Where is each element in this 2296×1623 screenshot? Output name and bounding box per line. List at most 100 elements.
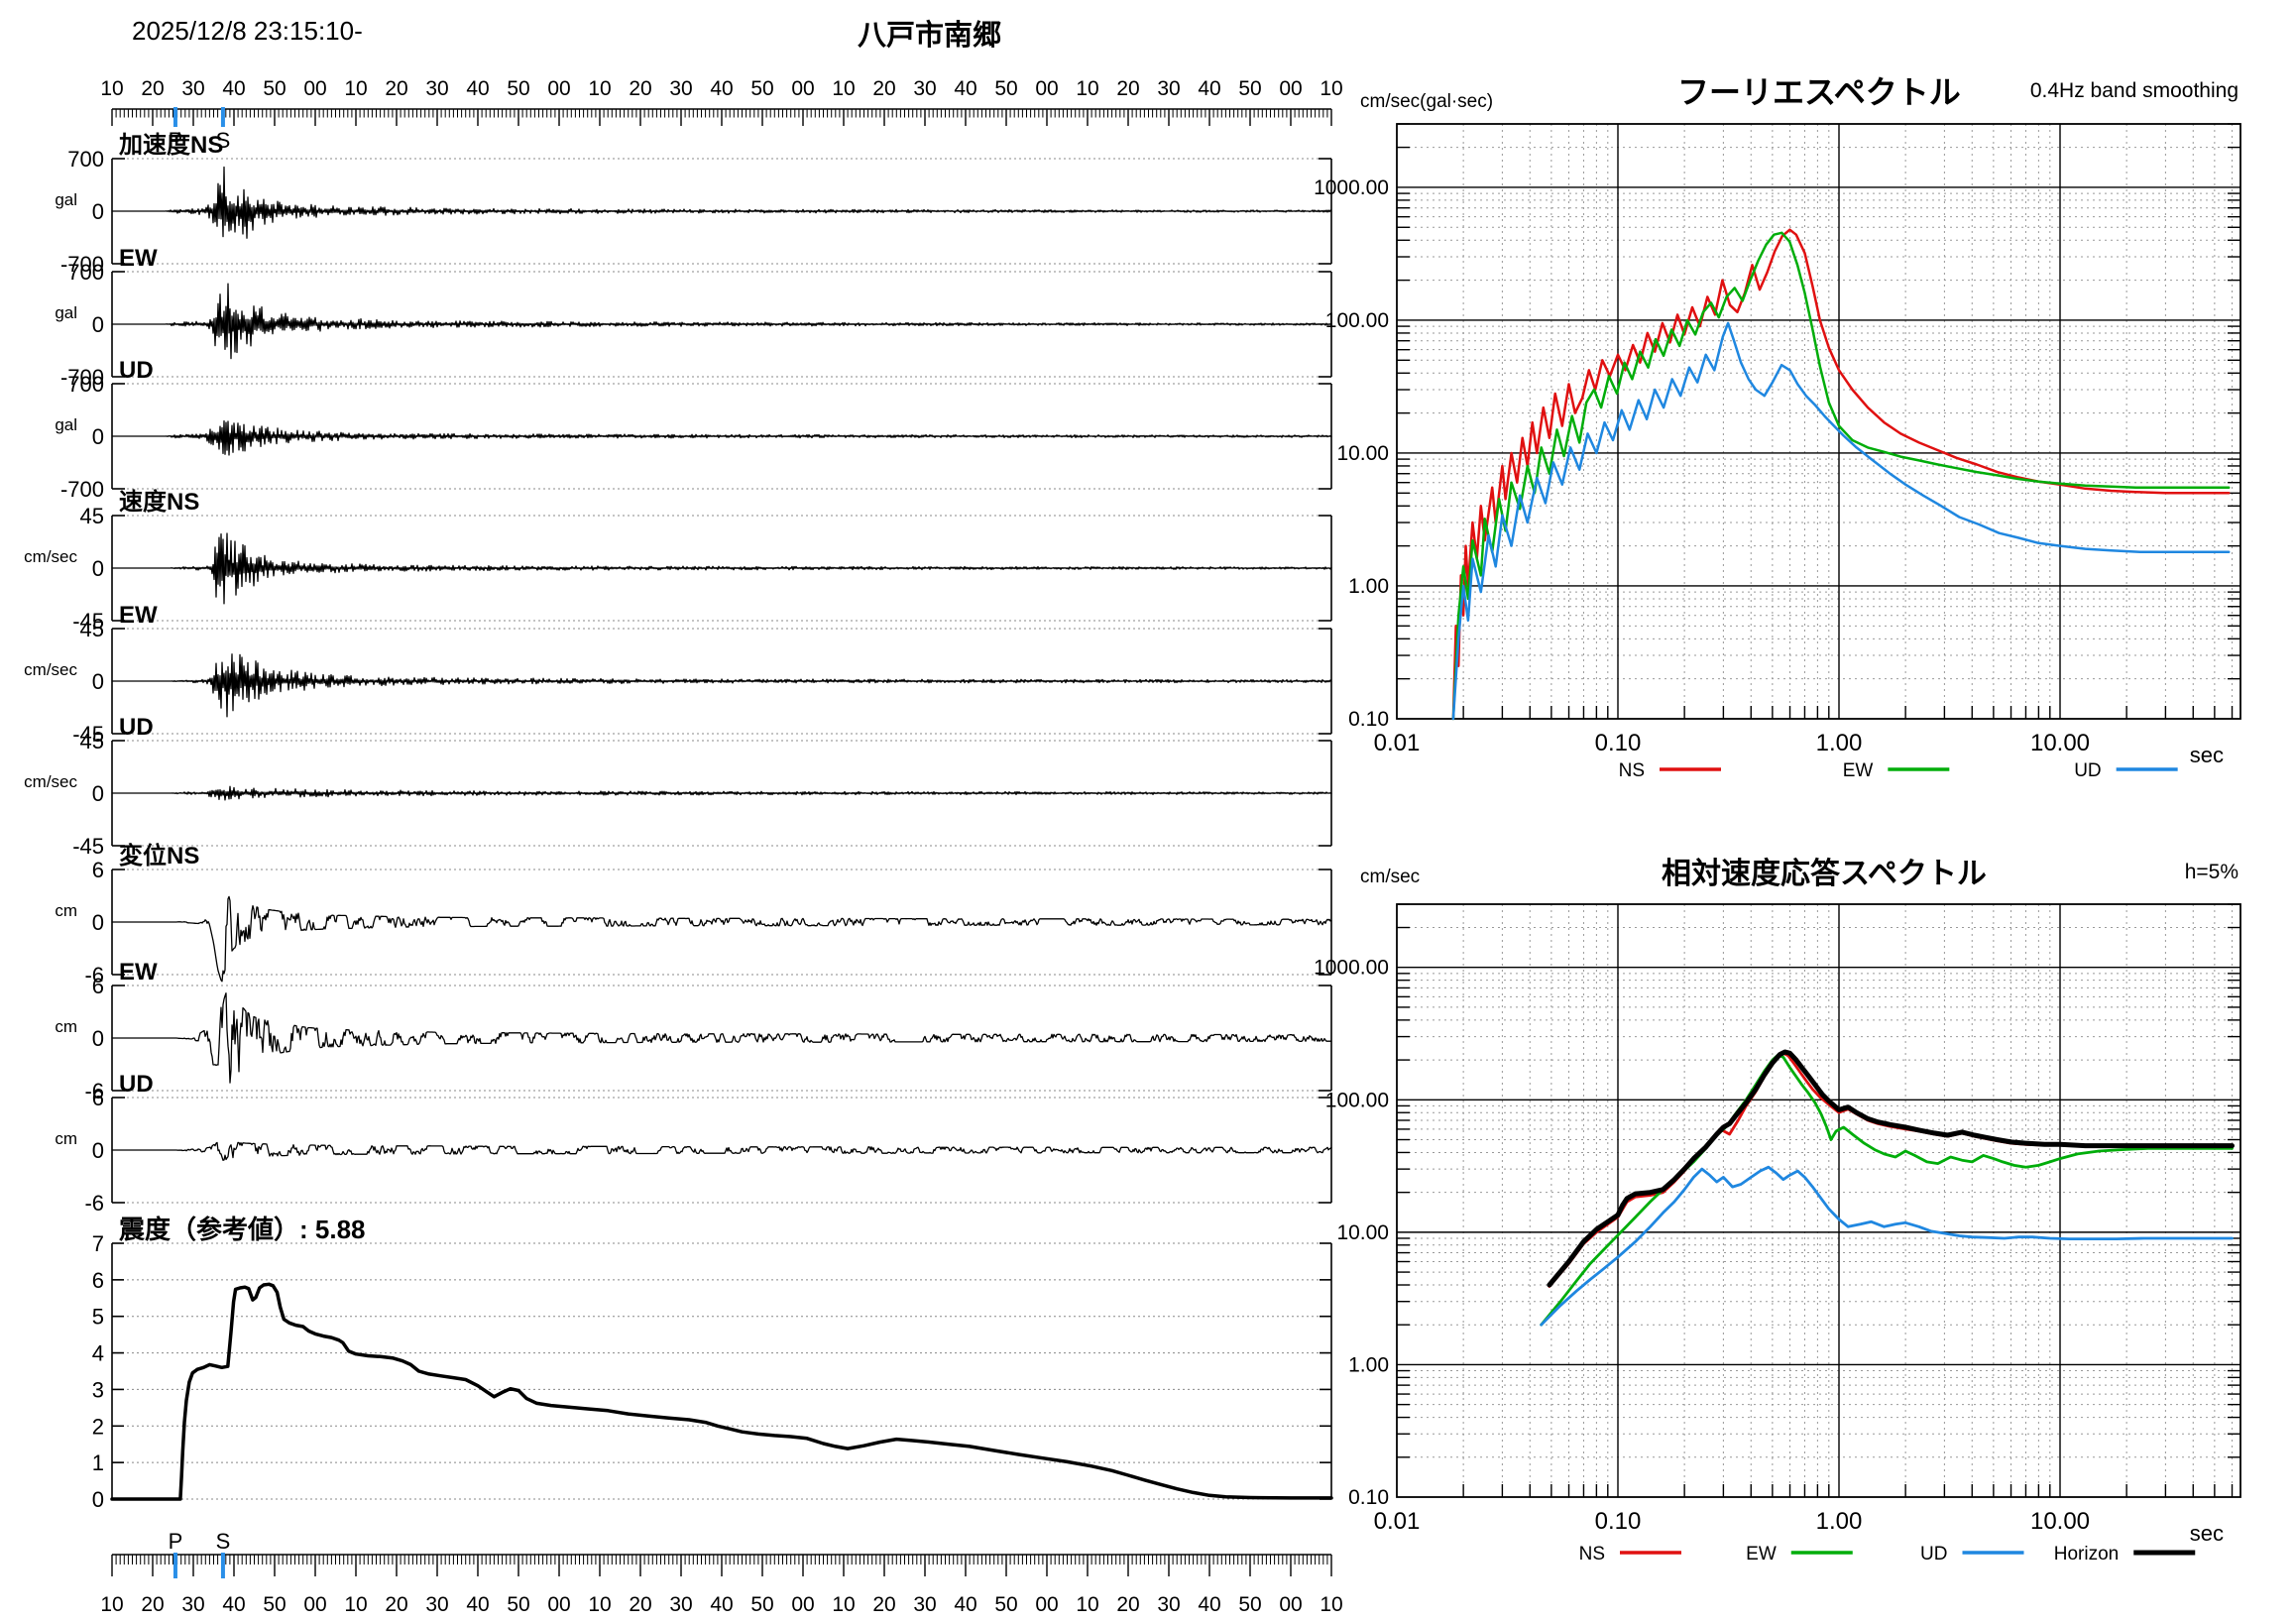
trace-unit-label: gal [55,303,77,322]
bottom-ruler-tick-label: 30 [425,1593,448,1616]
chart-frame [1396,123,2241,720]
trace-unit-label: cm [55,1129,77,1148]
chart-y-tick-label: 1000.00 [1314,176,1389,199]
intensity-tick-label: 7 [92,1231,104,1256]
fourier-y-unit: cm/sec(gal·sec) [1360,91,1494,112]
top-ruler-tick-label: 30 [669,77,692,100]
bottom-ruler-tick-label: 00 [1279,1593,1302,1616]
trace-channel-label: UD [119,714,154,741]
waveform-加速度NS [111,166,1332,239]
chart-x-tick-label: 1.00 [1816,730,1863,756]
trace-unit-label: cm/sec [24,660,77,679]
trace-min-label: -6 [84,963,104,987]
trace-unit-label: gal [55,190,77,209]
trace-min-label: -700 [60,477,104,502]
waveform-UD [111,1141,1332,1161]
bottom-ruler-tick-label: 10 [1320,1593,1342,1616]
trace-min-label: -45 [72,609,104,634]
trace-zero-label: 0 [92,424,104,449]
chart-y-tick-label: 100.00 [1325,309,1389,332]
bottom-ruler-tick-label: 40 [710,1593,733,1616]
trace-unit-label: cm/sec [24,772,77,791]
bottom-ruler-tick-label: 40 [1198,1593,1220,1616]
top-ruler-tick-label: 20 [385,77,407,100]
trace-unit-label: cm [55,1017,77,1036]
top-ruler-tick-label: 00 [1035,77,1058,100]
response-damping-note: h=5% [2184,861,2239,883]
legend-label-ew: EW [1746,1544,1777,1565]
trace-zero-label: 0 [92,669,104,694]
top-ruler-tick-label: 30 [1157,77,1180,100]
top-ruler-tick-label: 20 [141,77,164,100]
bottom-ruler-tick-label: 00 [1035,1593,1058,1616]
top-ruler-tick-label: 40 [466,77,489,100]
top-ruler-tick-label: 10 [344,77,367,100]
intensity-tick-label: 5 [92,1305,104,1330]
waveform-UD [111,420,1332,456]
chart-x-tick-label: 0.01 [1374,730,1421,756]
s-arrival-label: S [216,128,231,153]
top-ruler-tick-label: 00 [791,77,814,100]
trace-min-label: -700 [60,252,104,277]
top-ruler-tick-label: 20 [629,77,651,100]
top-ruler-tick-label: 40 [710,77,733,100]
series-ns [1548,1051,2234,1288]
trace-min-label: -6 [84,1079,104,1103]
bottom-ruler-tick-label: 00 [303,1593,326,1616]
bottom-ruler-tick-label: 10 [588,1593,611,1616]
legend-label-ud: UD [2074,760,2101,781]
top-ruler-tick-label: 50 [1238,77,1261,100]
trace-zero-label: 0 [92,556,104,581]
intensity-tick-label: 4 [92,1341,104,1366]
bottom-ruler-tick-label: 50 [750,1593,773,1616]
trace-min-label: -45 [72,722,104,747]
bottom-ruler-tick-label: 30 [1157,1593,1180,1616]
chart-y-tick-label: 10.00 [1336,442,1389,465]
trace-channel-label: UD [119,357,154,384]
trace-max-label: 45 [80,729,104,754]
bottom-ruler-tick-label: 40 [466,1593,489,1616]
bottom-ruler-tick-label: 10 [1076,1593,1098,1616]
p-arrival-label-bottom: P [169,1529,183,1554]
trace-channel-label: 加速度NS [119,131,223,159]
series-horizon [1547,1049,2235,1288]
trace-unit-label: cm [55,901,77,920]
bottom-ruler-tick-label: 30 [669,1593,692,1616]
legend-label-ud: UD [1920,1544,1947,1565]
series-ew [1451,231,2231,721]
top-ruler-tick-label: 10 [1320,77,1342,100]
chart-y-tick-label: 1.00 [1348,575,1389,598]
waveform-EW [111,992,1332,1084]
trace-max-label: 700 [67,372,104,397]
top-ruler-tick-label: 40 [222,77,245,100]
bottom-ruler-tick-label: 40 [954,1593,976,1616]
intensity-tick-label: 2 [92,1414,104,1439]
trace-channel-label: EW [119,602,158,629]
top-ruler-tick-label: 50 [994,77,1017,100]
chart-x-tick-label: 0.10 [1595,730,1642,756]
top-ruler-tick-label: 30 [425,77,448,100]
waveform-変位NS [111,895,1332,983]
chart-x-tick-label: 10.00 [2030,1508,2090,1535]
legend-label-ew: EW [1843,760,1874,781]
bottom-ruler-tick-label: 10 [832,1593,855,1616]
trace-min-label: -45 [72,834,104,859]
waveform-EW [111,653,1332,718]
trace-min-label: -700 [60,365,104,390]
trace-unit-label: gal [55,415,77,434]
chart-y-tick-label: 1.00 [1348,1353,1389,1376]
bottom-ruler-tick-label: 20 [385,1593,407,1616]
intensity-title: 震度（参考値）: 5.88 [119,1215,366,1244]
chart-frame [1396,903,2241,1498]
chart-x-tick-label: 10.00 [2030,730,2090,756]
bottom-ruler-tick-label: 20 [1116,1593,1139,1616]
trace-max-label: 6 [92,1086,104,1110]
top-ruler-tick-label: 00 [547,77,570,100]
bottom-ruler-tick-label: 20 [872,1593,895,1616]
trace-unit-label: cm/sec [24,547,77,566]
trace-channel-label: 変位NS [119,842,199,869]
top-ruler-tick-label: 40 [1198,77,1220,100]
trace-max-label: 6 [92,858,104,882]
trace-channel-label: UD [119,1071,154,1098]
